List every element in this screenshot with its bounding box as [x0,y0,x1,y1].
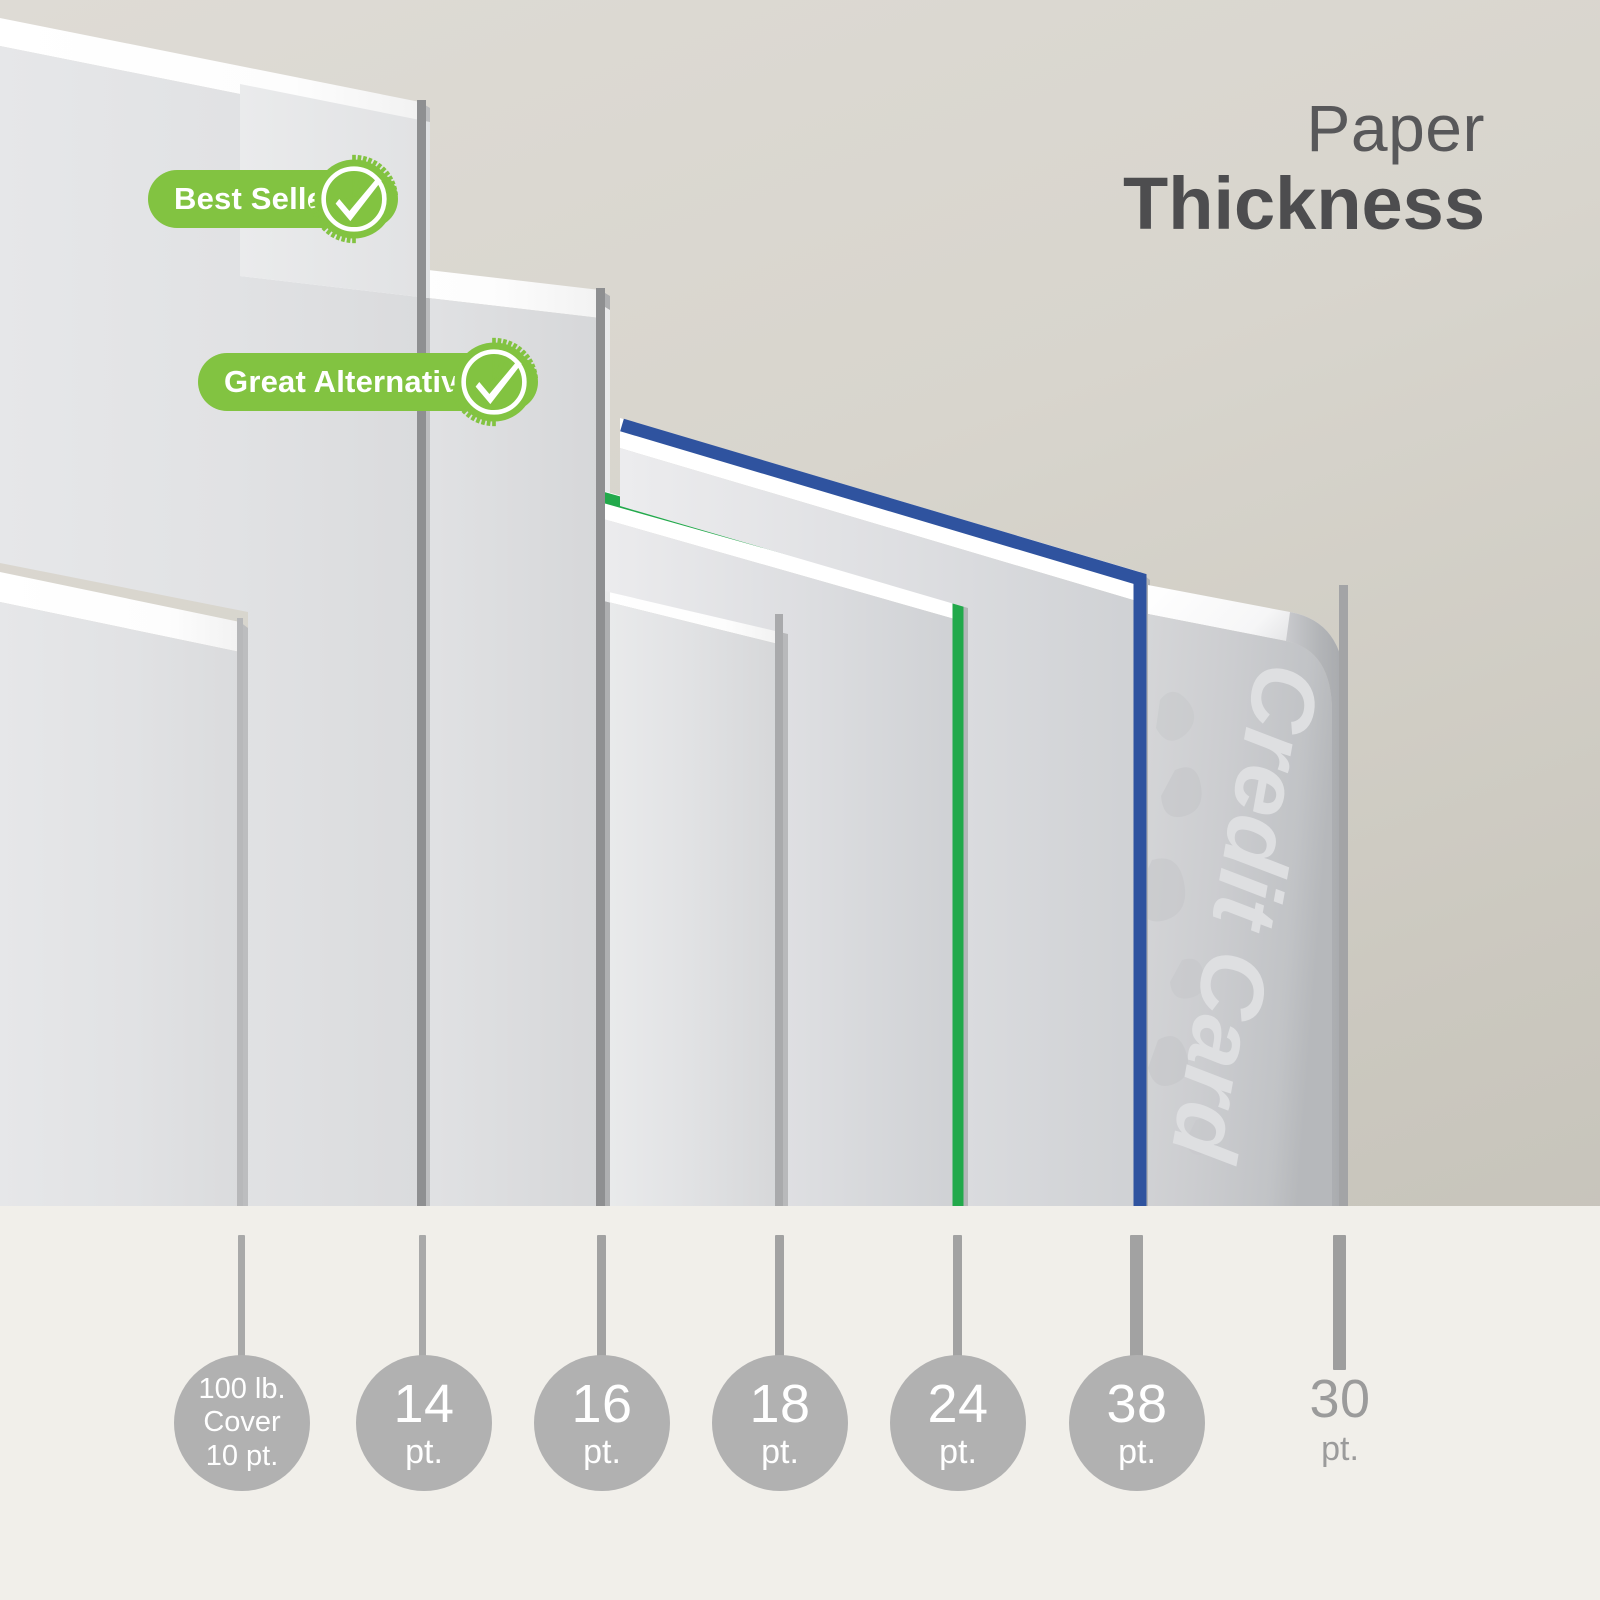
title-word-paper: Paper [1306,91,1485,165]
scale-label-24pt-value: 24 [927,1374,989,1434]
scale-label-16pt[interactable]: 16 pt. [534,1355,670,1491]
title-word-thickness: Thickness [1123,162,1485,245]
scale-tick-14pt [419,1235,426,1360]
sheet-38pt [620,418,1150,1206]
measure-lines [237,100,1348,1206]
scale-label-24pt[interactable]: 24 pt. [890,1355,1026,1491]
scale-tick-24pt [953,1235,962,1360]
scale-tick-10pt [238,1235,245,1360]
scale-label-14pt[interactable]: 14 pt. [356,1355,492,1491]
scale-label-30pt-unit: pt. [1321,1430,1359,1468]
scale-label-24pt-unit: pt. [939,1433,977,1471]
scale-label-38pt-value: 38 [1106,1374,1168,1434]
scale-tick-16pt [597,1235,606,1360]
scale-label-10pt-line1: 100 lb. [198,1373,286,1406]
sheet-10pt [0,572,248,1206]
scale-label-10pt-line3: 10 pt. [205,1439,279,1472]
scale-label-14pt-value: 14 [393,1374,455,1434]
scale-tick-38pt [1130,1235,1143,1360]
scale-label-10pt[interactable]: 100 lb. Cover 10 pt. [174,1355,310,1491]
badge-great-alternative-label: Great Alternative [224,364,477,399]
scale-label-30pt-value: 30 [1309,1369,1371,1429]
scale-tick-18pt [775,1235,784,1360]
scale-label-38pt-unit: pt. [1118,1433,1156,1471]
credit-card-30pt: Credit Card [1148,585,1345,1206]
check-seal-icon [450,337,539,427]
scale-label-10pt-line2: Cover [203,1406,281,1439]
scale-label-16pt-value: 16 [571,1374,633,1434]
scale-label-18pt[interactable]: 18 pt. [712,1355,848,1491]
card-watermark [1148,691,1217,1155]
highlight-blue [620,418,1147,1206]
check-seal-icon [310,154,399,244]
scale-label-14pt-unit: pt. [405,1433,443,1471]
scale-label-18pt-value: 18 [749,1374,811,1434]
scale-label-30pt[interactable]: 30 pt. [1272,1372,1408,1466]
badge-great-alternative[interactable]: Great Alternative [198,337,539,427]
page-title: Paper Thickness [1123,95,1485,241]
scale-tick-30pt [1333,1235,1346,1370]
badge-best-seller[interactable]: Best Seller [148,154,399,244]
scale-label-16pt-unit: pt. [583,1433,621,1471]
scale-label-38pt[interactable]: 38 pt. [1069,1355,1205,1491]
scale-label-18pt-unit: pt. [761,1433,799,1471]
badge-best-seller-label: Best Seller [174,181,337,216]
